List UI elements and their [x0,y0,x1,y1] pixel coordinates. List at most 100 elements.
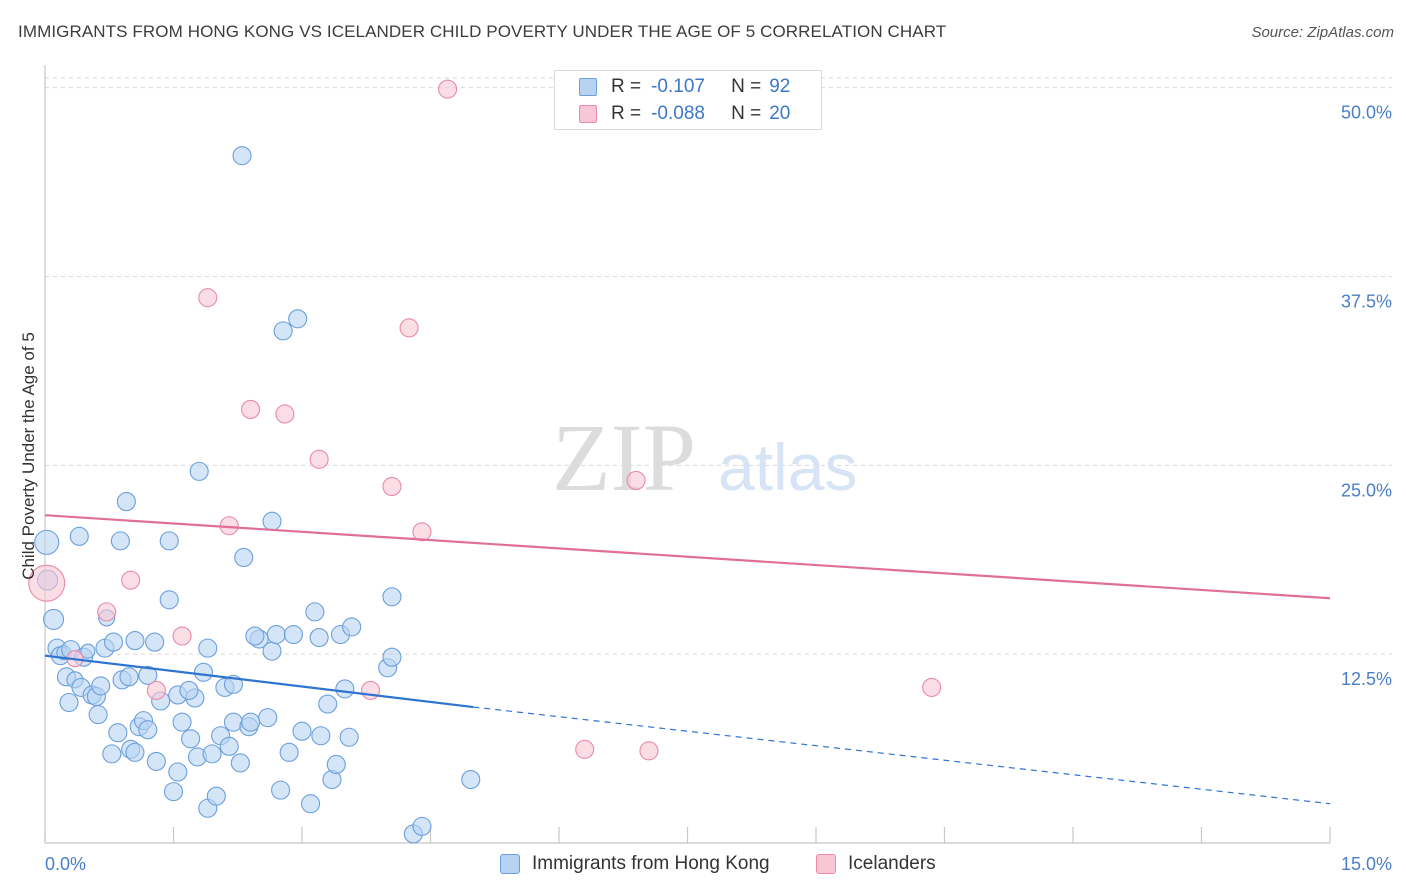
point-icelanders [172,626,192,646]
y-tick-label: 12.5% [1341,669,1392,689]
legend-row-icelanders: R = -0.088 N = 20 [579,102,790,126]
legend-n-value: 20 [769,103,791,124]
point-icelanders [438,79,458,99]
watermark-atlas: atlas [718,430,857,504]
point-icelanders [275,404,295,424]
trend-layer [44,514,1331,805]
point-icelanders [28,564,66,602]
point-hong-kong [292,721,312,741]
point-hong-kong [125,631,145,651]
y-axis-title: Child Poverty Under the Age of 5 [19,332,38,580]
trend-line-hong-kong [44,654,474,709]
point-hong-kong [461,770,481,790]
point-hong-kong [273,321,293,341]
source-label: Source: ZipAtlas.com [1251,24,1394,41]
legend-r-value: -0.088 [651,103,705,124]
bottom-legend-label-hong-kong: Immigrants from Hong Kong [532,853,770,874]
bottom-legend-label-icelanders: Icelanders [848,853,936,874]
point-hong-kong [193,662,214,682]
point-icelanders [121,570,141,590]
x-tick-label: 0.0% [45,854,86,874]
point-hong-kong [119,667,139,687]
point-hong-kong [102,744,122,764]
legend-n-label: N = [731,76,762,97]
point-hong-kong [159,531,179,551]
point-hong-kong [326,754,346,774]
point-icelanders [626,470,646,490]
point-hong-kong [258,708,278,728]
trend-line-hong-kong-projection [473,706,1331,805]
point-hong-kong [262,641,282,661]
point-icelanders [241,399,261,419]
bottom-swatch-blue [500,854,520,874]
point-hong-kong [103,632,124,652]
point-hong-kong [163,782,184,802]
y-tick-label: 37.5% [1341,291,1392,311]
point-hong-kong [382,647,402,667]
point-hong-kong [138,665,158,685]
legend-n-value: 92 [769,76,791,97]
point-icelanders [399,318,419,338]
point-hong-kong [80,643,96,659]
point-hong-kong [198,638,218,658]
label-layer: 12.5% 25.0% 37.5% 50.0% 0.0% 15.0% [45,103,1392,874]
bottom-swatch-pink [816,854,836,874]
point-icelanders [382,476,402,497]
legend-r-label: R = [611,103,642,124]
point-icelanders [309,449,329,469]
point-hong-kong [181,729,201,749]
point-hong-kong [189,461,209,481]
grid-layer [45,77,1392,655]
point-hong-kong [116,492,136,512]
point-hong-kong [288,309,308,329]
point-icelanders [360,680,381,700]
point-hong-kong [266,624,286,645]
point-hong-kong [110,531,130,551]
point-hong-kong [43,608,65,630]
legend-r-value: -0.107 [651,76,705,97]
point-hong-kong [59,692,79,713]
y-tick-label: 50.0% [1341,103,1392,123]
point-hong-kong [172,712,192,732]
point-icelanders [146,680,166,700]
trend-line-icelanders [44,514,1331,600]
point-icelanders [922,677,942,697]
point-hong-kong [283,624,303,645]
point-hong-kong [202,744,222,764]
point-icelanders [575,739,595,759]
point-hong-kong [311,726,331,746]
point-hong-kong [168,762,188,782]
point-hong-kong [219,736,239,756]
point-hong-kong [125,742,145,762]
point-hong-kong [309,627,329,648]
point-icelanders [639,741,659,761]
watermark-zip: ZIP [552,404,696,511]
bottom-legend-hong-kong: Immigrants from Hong Kong [500,852,770,876]
point-hong-kong [382,587,402,607]
point-hong-kong [230,753,250,773]
legend-n-label: N = [731,103,762,124]
point-hong-kong [108,723,128,743]
bottom-legend-icelanders: Icelanders [816,852,936,876]
point-hong-kong [335,679,355,699]
point-hong-kong [279,742,299,762]
point-hong-kong [145,632,165,652]
legend-r-label: R = [611,76,642,97]
point-hong-kong [69,526,89,546]
point-hong-kong [88,705,108,725]
legend-row-hong-kong: R = -0.107 N = 92 [579,75,790,99]
point-hong-kong [342,617,362,637]
point-hong-kong [34,529,60,555]
point-hong-kong [206,786,226,806]
chart-title: IMMIGRANTS FROM HONG KONG VS ICELANDER C… [18,22,947,41]
point-hong-kong [241,712,261,732]
point-hong-kong [305,602,325,622]
y-tick-label: 25.0% [1341,480,1392,500]
point-icelanders [412,522,432,542]
point-hong-kong [339,727,359,747]
point-hong-kong [412,816,432,836]
point-hong-kong [301,794,321,814]
legend-swatch-pink [579,105,597,123]
point-hong-kong [271,780,291,800]
